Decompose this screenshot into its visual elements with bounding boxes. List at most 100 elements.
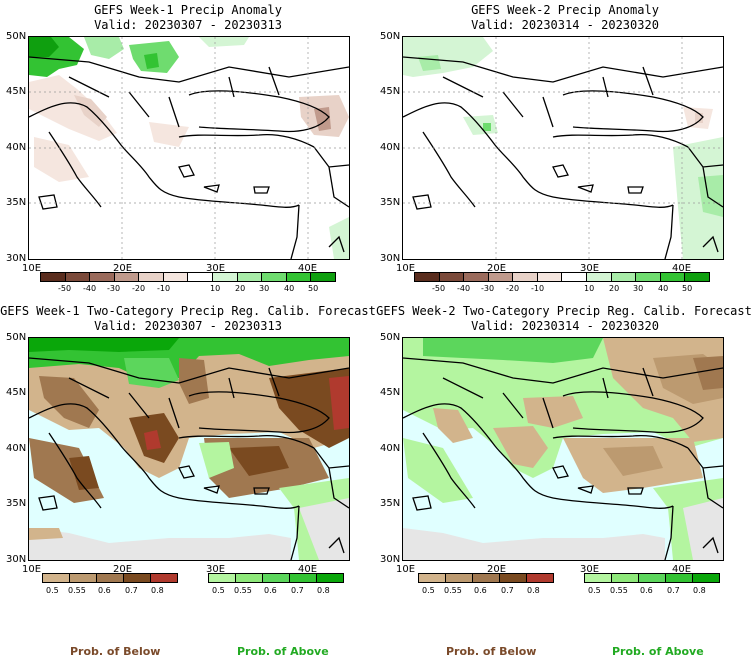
below-label: 0.7 — [125, 586, 138, 595]
anomaly-label: -40 — [83, 284, 97, 293]
below-colorbar-1 — [42, 573, 178, 583]
land-categories — [29, 338, 349, 560]
lon-label-10e-map3: 10E — [22, 564, 42, 575]
anomaly-colorbar-2 — [414, 272, 710, 282]
above-label: 0.6 — [264, 586, 277, 595]
gridlines — [403, 37, 723, 259]
lat-label-45n-map4: 45N — [380, 387, 401, 398]
lat-label-45n-map1: 45N — [6, 86, 27, 97]
prob-below-label-2: Prob. of Below — [446, 645, 537, 658]
below-label: 0.5 — [422, 586, 435, 595]
panel1-title: GEFS Week-1 Precip Anomaly — [94, 3, 282, 17]
lat-label-30n-map1: 30N — [6, 253, 27, 264]
panel3-valid: Valid: 20230307 - 20230313 — [94, 319, 282, 333]
anomaly-label: -50 — [58, 284, 72, 293]
above-label: 0.55 — [234, 586, 252, 595]
map-week2-twocat — [402, 337, 724, 561]
lon-label-20e-map4: 20E — [487, 564, 507, 575]
panel2-title: GEFS Week-2 Precip Anomaly — [471, 3, 659, 17]
above-label: 0.5 — [588, 586, 601, 595]
lat-label-30n-map4: 30N — [380, 554, 401, 565]
lon-label-10e-map4: 10E — [396, 564, 416, 575]
lat-label-45n-map3: 45N — [6, 387, 27, 398]
anomaly-label: -20 — [132, 284, 146, 293]
below-label: 0.8 — [527, 586, 540, 595]
anomaly-label: 10 — [584, 284, 595, 293]
lon-label-30e-map4: 30E — [580, 564, 600, 575]
below-label: 0.55 — [444, 586, 462, 595]
lat-label-35n-map3: 35N — [6, 498, 27, 509]
coastlines — [403, 56, 723, 259]
lat-label-45n-map2: 45N — [380, 86, 401, 97]
above-label: 0.6 — [640, 586, 653, 595]
below-label: 0.5 — [46, 586, 59, 595]
lat-label-50n-map3: 50N — [6, 332, 27, 343]
green-anomaly-area — [403, 37, 723, 259]
below-label: 0.8 — [151, 586, 164, 595]
coastlines — [29, 56, 349, 259]
anomaly-label: -40 — [457, 284, 471, 293]
panel3-title: GEFS Week-1 Two-Category Precip Reg. Cal… — [0, 304, 376, 318]
lon-label-20e-map3: 20E — [113, 564, 133, 575]
anomaly-label: -20 — [506, 284, 520, 293]
lon-label-40e-map1: 40E — [298, 263, 318, 274]
panel4-title: GEFS Week-2 Two-Category Precip Reg. Cal… — [376, 304, 752, 318]
below-label: 0.55 — [68, 586, 86, 595]
lat-label-30n-map2: 30N — [380, 253, 401, 264]
lon-label-20e-map2: 20E — [487, 263, 507, 274]
lat-label-40n-map2: 40N — [380, 142, 401, 153]
anomaly-label: -10 — [157, 284, 171, 293]
lat-label-50n-map1: 50N — [6, 31, 27, 42]
lon-label-40e-map2: 40E — [672, 263, 692, 274]
above-label: 0.7 — [667, 586, 680, 595]
above-label: 0.7 — [291, 586, 304, 595]
anomaly-label: 50 — [682, 284, 693, 293]
below-label: 0.6 — [474, 586, 487, 595]
prob-above-label-1: Prob. of Above — [237, 645, 329, 658]
lon-label-40e-map4: 40E — [672, 564, 692, 575]
anomaly-label: 20 — [609, 284, 620, 293]
anomaly-label: -30 — [107, 284, 121, 293]
lat-label-35n-map4: 35N — [380, 498, 401, 509]
anomaly-label: -50 — [432, 284, 446, 293]
above-label: 0.8 — [317, 586, 330, 595]
anomaly-label: 20 — [235, 284, 246, 293]
lon-label-40e-map3: 40E — [298, 564, 318, 575]
below-colorbar-2 — [418, 573, 554, 583]
above-label: 0.8 — [693, 586, 706, 595]
lat-label-35n-map2: 35N — [380, 197, 401, 208]
lat-label-30n-map3: 30N — [6, 554, 27, 565]
below-label: 0.6 — [98, 586, 111, 595]
anomaly-label: 50 — [308, 284, 319, 293]
lon-label-30e-map2: 30E — [580, 263, 600, 274]
anomaly-label: -10 — [531, 284, 545, 293]
panel2-valid: Valid: 20230314 - 20230320 — [471, 18, 659, 32]
above-colorbar-2 — [584, 573, 720, 583]
lon-label-30e-map3: 30E — [206, 564, 226, 575]
anomaly-label: 40 — [658, 284, 669, 293]
anomaly-label: 30 — [259, 284, 270, 293]
anomaly-colorbar-1 — [40, 272, 336, 282]
lon-label-10e-map2: 10E — [396, 263, 416, 274]
lat-label-50n-map2: 50N — [380, 31, 401, 42]
lat-label-35n-map1: 35N — [6, 197, 27, 208]
anomaly-label: 30 — [633, 284, 644, 293]
prob-below-label-1: Prob. of Below — [70, 645, 161, 658]
panel1-valid: Valid: 20230307 - 20230313 — [94, 18, 282, 32]
coastlines — [29, 357, 349, 560]
below-label: 0.7 — [501, 586, 514, 595]
lon-label-20e-map1: 20E — [113, 263, 133, 274]
panel4-valid: Valid: 20230314 - 20230320 — [471, 319, 659, 333]
lon-label-30e-map1: 30E — [206, 263, 226, 274]
map-week2-anomaly — [402, 36, 724, 260]
map-week1-anomaly — [28, 36, 350, 260]
gridlines — [29, 37, 349, 259]
lat-label-40n-map3: 40N — [6, 443, 27, 454]
anomaly-label: 40 — [284, 284, 295, 293]
lat-label-40n-map1: 40N — [6, 142, 27, 153]
lon-label-10e-map1: 10E — [22, 263, 42, 274]
lat-label-40n-map4: 40N — [380, 443, 401, 454]
land-categories — [403, 338, 723, 560]
above-colorbar-1 — [208, 573, 344, 583]
brown-anomaly-area — [683, 107, 713, 129]
